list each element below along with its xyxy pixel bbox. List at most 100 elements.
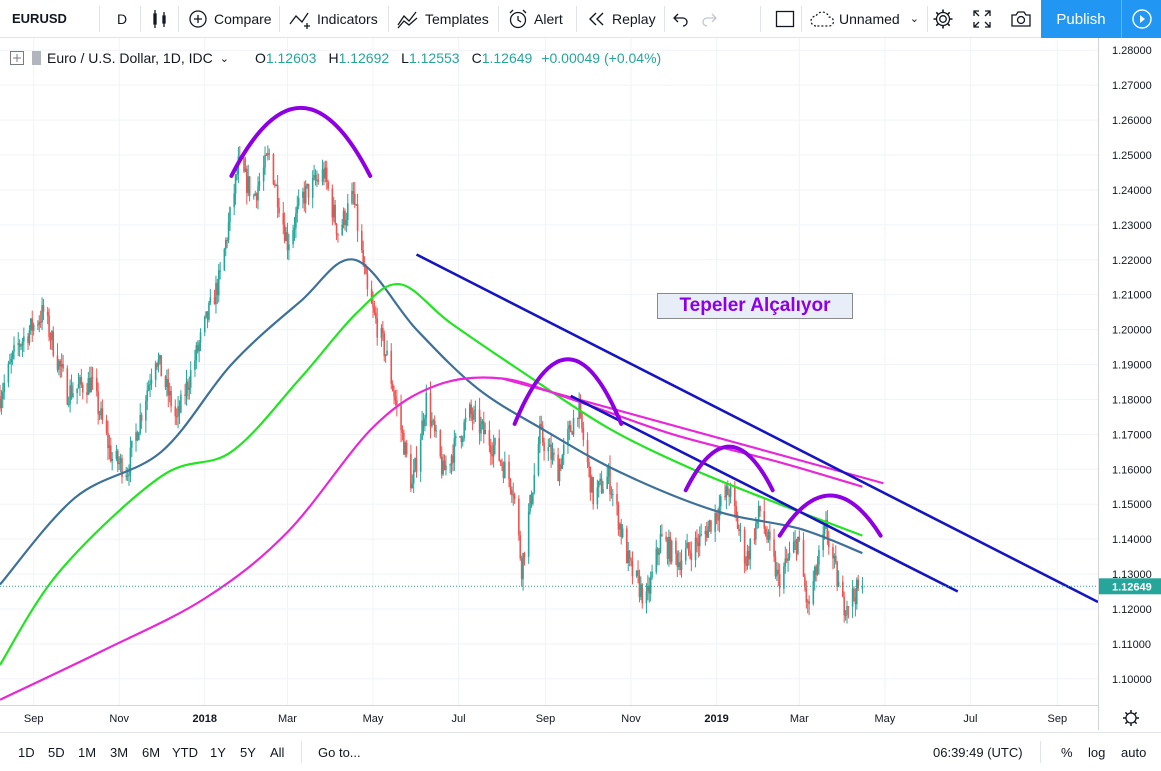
publish-button[interactable]: Publish <box>1041 0 1121 38</box>
candle-body <box>586 440 589 462</box>
alert-button[interactable]: Alert <box>507 0 563 37</box>
legend-title[interactable]: Euro / U.S. Dollar, 1D, IDC <box>47 50 213 66</box>
candle-body <box>52 331 55 356</box>
candle-body <box>769 531 771 540</box>
range-ytd[interactable]: YTD <box>172 744 198 760</box>
legend-change: +0.00049 (+0.04%) <box>541 50 662 66</box>
range-6m[interactable]: 6M <box>142 744 161 760</box>
candle-body <box>774 556 777 577</box>
candle-body <box>846 606 848 615</box>
chevron-down-icon[interactable]: ⌄ <box>219 52 229 65</box>
play-icon[interactable] <box>1121 0 1161 38</box>
expand-icon[interactable] <box>972 0 992 37</box>
candle-body <box>69 385 71 405</box>
range-5y[interactable]: 5Y <box>240 744 256 760</box>
candle-body <box>745 563 747 566</box>
candle-body <box>366 273 369 289</box>
indicators-button[interactable]: Indicators <box>289 0 378 37</box>
candle-body <box>490 445 492 454</box>
candle-body <box>352 191 355 194</box>
candle-body <box>520 558 523 580</box>
candle-body <box>23 336 25 342</box>
candle-body <box>7 363 10 383</box>
candle-body <box>215 282 217 305</box>
divider <box>99 6 100 32</box>
price-tick-label: 1.22000 <box>1112 255 1152 267</box>
candle-body <box>596 487 599 505</box>
cloud-icon <box>810 10 835 27</box>
log-toggle[interactable]: log <box>1088 744 1106 760</box>
candle-body <box>729 487 732 497</box>
candle-body <box>199 332 202 343</box>
candle-body <box>226 240 228 242</box>
candle-body <box>293 227 296 231</box>
add-symbol-icon[interactable] <box>10 51 24 65</box>
replay-button[interactable]: Replay <box>587 0 656 37</box>
candle-body <box>818 549 820 565</box>
plus-circle-icon <box>189 9 207 28</box>
candle-body <box>548 444 551 447</box>
candle-body <box>746 550 749 566</box>
compare-button[interactable]: Compare <box>188 0 272 37</box>
candle-body <box>433 420 436 432</box>
candle-body <box>111 458 113 462</box>
candle-body <box>743 529 746 564</box>
price-tick-label: 1.11000 <box>1112 639 1151 651</box>
candle-body <box>649 577 652 594</box>
candle-body <box>90 377 92 393</box>
candle-body <box>700 534 702 536</box>
templates-button[interactable]: Templates <box>397 0 489 37</box>
candle-body <box>708 520 711 527</box>
axis-settings-gear-icon[interactable] <box>1123 710 1139 726</box>
range-3m[interactable]: 3M <box>110 744 129 760</box>
candle-body <box>484 430 486 435</box>
candle-body <box>628 550 631 559</box>
goto-button[interactable]: Go to... <box>318 744 361 760</box>
range-1m[interactable]: 1M <box>78 744 97 760</box>
candle-body <box>295 213 297 228</box>
auto-toggle[interactable]: auto <box>1121 744 1147 760</box>
candle-body <box>707 526 709 538</box>
candles-chart-type-icon[interactable] <box>151 0 169 37</box>
range-5d[interactable]: 5D <box>48 744 65 760</box>
candle-body <box>640 584 642 597</box>
range-all[interactable]: All <box>270 744 285 760</box>
interval-button[interactable]: D <box>117 10 128 27</box>
camera-icon[interactable] <box>1010 0 1032 37</box>
annotation-text-box[interactable]: Tepeler Alçalıyor <box>657 293 853 319</box>
candle-body <box>109 445 112 462</box>
candle-body <box>449 464 451 466</box>
symbol-search[interactable]: EURUSD <box>12 11 67 26</box>
candle-body <box>362 250 364 265</box>
layout-name-button[interactable]: Unnamed ⌄ <box>810 0 919 37</box>
candle-body <box>28 330 31 344</box>
fullscreen-toggle-icon[interactable] <box>775 0 795 37</box>
time-tick-label: Nov <box>621 713 641 725</box>
candle-body <box>115 450 118 459</box>
support-line <box>415 253 1099 604</box>
candle-body <box>560 464 562 469</box>
candle-body <box>783 566 785 589</box>
settings-gear-icon[interactable] <box>932 0 954 37</box>
indicators-icon <box>289 12 310 29</box>
candle-body <box>59 360 62 367</box>
time-tick-label: Mar <box>278 713 297 725</box>
percent-toggle[interactable]: % <box>1061 744 1073 760</box>
range-1d[interactable]: 1D <box>18 744 35 760</box>
candle-body <box>380 327 383 338</box>
candle-body <box>248 176 251 196</box>
candle-body <box>454 436 457 439</box>
candle-body <box>81 384 84 393</box>
arc-drawing-3 <box>683 444 775 493</box>
time-tick-label: May <box>874 713 895 725</box>
redo-icon[interactable] <box>700 0 718 37</box>
candle-body <box>373 307 376 313</box>
range-1y[interactable]: 1Y <box>210 744 226 760</box>
candle-body <box>180 394 182 413</box>
undo-icon[interactable] <box>672 0 690 37</box>
candle-body <box>832 547 834 559</box>
candle-body <box>680 560 683 570</box>
clock[interactable]: 06:39:49 (UTC) <box>933 744 1023 760</box>
candle-body <box>767 531 770 540</box>
price-chart[interactable]: 1.28000 1.27000 1.26000 1.25000 1.24000 1.230… <box>0 38 1161 730</box>
